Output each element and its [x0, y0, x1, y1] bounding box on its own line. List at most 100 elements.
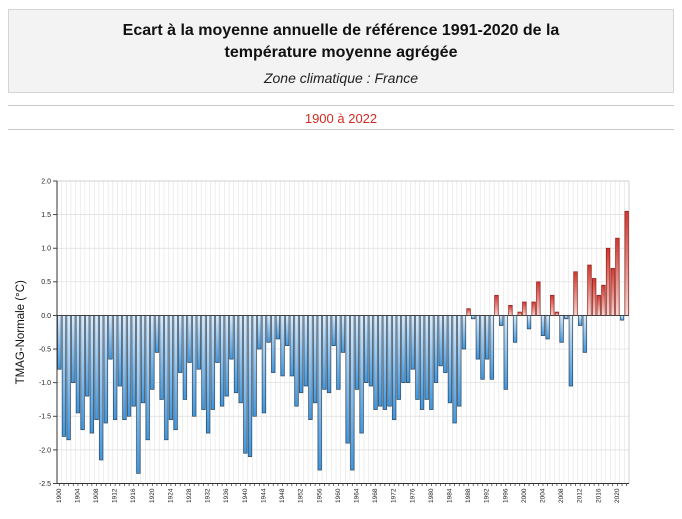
bar-2000 — [522, 301, 527, 316]
bar-2018 — [605, 247, 611, 316]
bar-1953 — [303, 315, 308, 387]
bar-1975 — [405, 315, 411, 384]
bar-1955 — [312, 315, 318, 404]
bar-1907 — [89, 315, 94, 434]
bar-1977 — [415, 315, 420, 400]
bar-1987 — [461, 315, 467, 350]
bar-2022 — [624, 210, 629, 316]
x-tick-label: 1948 — [279, 488, 286, 503]
bar-1928 — [187, 315, 192, 363]
bar-1919 — [145, 315, 150, 441]
bar-1971 — [387, 315, 392, 407]
bar-2006 — [550, 294, 555, 316]
bar-1944 — [261, 315, 267, 414]
bar-1917 — [136, 315, 141, 474]
x-tick-label: 2000 — [521, 488, 528, 503]
x-tick-label: 1928 — [186, 488, 193, 503]
bar-1920 — [150, 315, 155, 390]
bar-1976 — [410, 315, 415, 370]
y-tick-label: 2.0 — [41, 178, 51, 185]
x-tick-label: 1924 — [167, 488, 174, 503]
x-tick-label: 1976 — [409, 488, 416, 503]
bar-1901 — [61, 315, 67, 437]
bar-1939 — [238, 315, 243, 404]
bar-1964 — [354, 315, 360, 390]
x-tick-label: 2008 — [558, 488, 565, 503]
bar-2003 — [536, 281, 541, 316]
x-tick-label: 1960 — [335, 488, 342, 503]
x-axis-ticks: 1900 1904 1908 1912 1916 1920 1924 1928 1932 1936… — [56, 483, 628, 503]
bar-1946 — [271, 315, 276, 373]
bar-1900 — [57, 315, 62, 370]
bar-1927 — [182, 315, 188, 400]
bar-1932 — [206, 315, 211, 434]
y-tick-label: -2.5 — [39, 481, 51, 488]
bar-2007 — [554, 311, 560, 316]
bar-1966 — [364, 315, 369, 384]
bar-1922 — [159, 315, 164, 400]
bar-2016 — [596, 294, 601, 316]
y-tick-label: 1.5 — [41, 212, 51, 219]
x-tick-label: 1932 — [205, 488, 212, 503]
bar-1934 — [215, 315, 220, 363]
x-tick-label: 2020 — [614, 488, 621, 503]
bar-2010 — [568, 315, 573, 387]
bar-2015 — [591, 278, 597, 316]
bar-1945 — [266, 315, 271, 343]
bar-1935 — [219, 315, 225, 407]
bar-2020 — [615, 237, 620, 316]
bar-1993 — [489, 315, 494, 380]
x-tick-label: 1936 — [223, 488, 230, 503]
period-label: 1900 à 2022 — [304, 111, 378, 126]
x-tick-label: 1964 — [353, 488, 360, 503]
bar-1970 — [382, 315, 387, 410]
bar-1984 — [447, 315, 453, 404]
x-tick-label: 2016 — [595, 488, 602, 503]
x-tick-label: 1956 — [316, 488, 323, 503]
bar-1924 — [168, 315, 174, 420]
bar-1947 — [275, 315, 281, 340]
y-tick-label: -1.0 — [39, 380, 51, 387]
bar-1938 — [233, 315, 239, 394]
bar-1903 — [71, 315, 76, 384]
bar-2008 — [559, 315, 564, 343]
bar-2001 — [526, 315, 532, 330]
x-tick-label: 2004 — [539, 488, 546, 503]
bar-1912 — [112, 315, 118, 420]
anomaly-bars — [57, 210, 629, 474]
bar-1968 — [373, 315, 378, 410]
bar-1982 — [438, 315, 443, 367]
chart-subtitle: Zone climatique : France — [263, 69, 419, 86]
x-tick-label: 1992 — [484, 488, 491, 503]
x-tick-label: 1940 — [242, 488, 249, 503]
bar-2021 — [619, 315, 625, 321]
x-tick-label: 1908 — [93, 488, 100, 503]
bar-1979 — [424, 315, 429, 400]
bar-1918 — [140, 315, 146, 404]
bar-1940 — [243, 315, 248, 454]
bar-1930 — [196, 315, 201, 370]
bar-1995 — [498, 315, 504, 326]
bar-1951 — [294, 315, 299, 407]
x-tick-label: 1988 — [465, 488, 472, 503]
bar-1921 — [154, 315, 160, 353]
x-tick-label: 1996 — [502, 488, 509, 503]
chart-title: Ecart à la moyenne annuelle de référence… — [122, 22, 560, 62]
bar-1998 — [512, 315, 518, 343]
bar-1916 — [131, 315, 136, 407]
bar-1941 — [247, 315, 253, 457]
bar-1911 — [108, 315, 113, 360]
bar-1925 — [173, 315, 178, 431]
bar-1983 — [443, 315, 448, 373]
bar-1960 — [336, 315, 341, 390]
bar-1923 — [164, 315, 169, 441]
chart-title-box: Ecart à la moyenne annuelle de référence… — [8, 9, 674, 93]
y-axis-title: TMAG-Normale (°C) — [15, 280, 27, 384]
bar-1997 — [508, 305, 513, 316]
bar-1904 — [75, 315, 81, 414]
x-tick-label: 1912 — [112, 488, 119, 503]
y-tick-label: -1.5 — [39, 414, 51, 421]
bar-2017 — [601, 284, 606, 316]
